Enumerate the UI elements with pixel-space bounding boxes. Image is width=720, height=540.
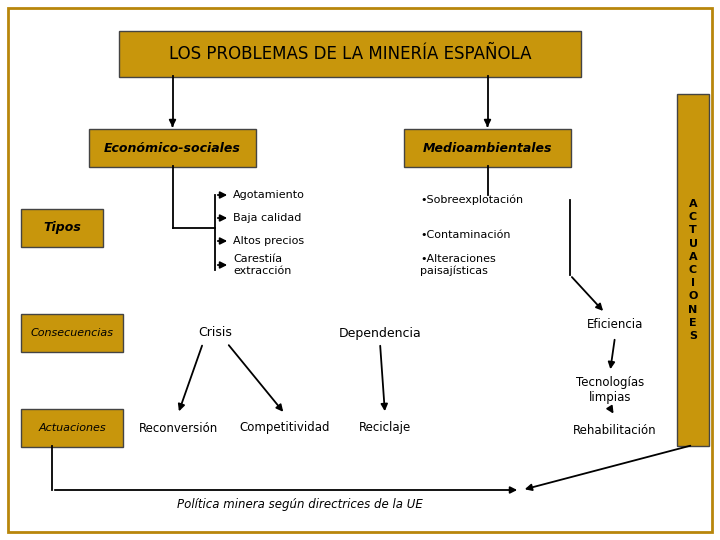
Text: Económico-sociales: Económico-sociales (104, 141, 241, 154)
Text: LOS PROBLEMAS DE LA MINERÍA ESPAÑOLA: LOS PROBLEMAS DE LA MINERÍA ESPAÑOLA (168, 45, 531, 63)
Text: •Contaminación: •Contaminación (420, 230, 510, 240)
Text: Actuaciones: Actuaciones (38, 423, 106, 433)
Text: Baja calidad: Baja calidad (233, 213, 302, 223)
Text: Agotamiento: Agotamiento (233, 190, 305, 200)
Text: Reciclaje: Reciclaje (359, 422, 411, 435)
Text: •Sobreexplotación: •Sobreexplotación (420, 195, 523, 205)
Text: Reconversión: Reconversión (138, 422, 217, 435)
FancyBboxPatch shape (21, 314, 123, 352)
FancyBboxPatch shape (21, 409, 123, 447)
Text: Medioambientales: Medioambientales (423, 141, 552, 154)
Text: Carestiía
extracción: Carestiía extracción (233, 254, 292, 276)
Text: Eficiencia: Eficiencia (587, 319, 643, 332)
FancyBboxPatch shape (89, 129, 256, 167)
Text: Rehabilitación: Rehabilitación (573, 423, 657, 436)
Text: Tipos: Tipos (43, 221, 81, 234)
FancyBboxPatch shape (404, 129, 571, 167)
Text: Crisis: Crisis (198, 327, 232, 340)
Text: Política minera según directrices de la UE: Política minera según directrices de la … (177, 498, 423, 511)
Text: Consecuencias: Consecuencias (30, 328, 114, 338)
Text: Competitividad: Competitividad (240, 422, 330, 435)
FancyBboxPatch shape (677, 94, 709, 446)
Text: Altos precios: Altos precios (233, 236, 304, 246)
FancyBboxPatch shape (21, 209, 103, 247)
Text: A
C
T
U
A
C
I
O
N
E
S: A C T U A C I O N E S (688, 199, 698, 341)
Text: Dependencia: Dependencia (338, 327, 421, 340)
FancyBboxPatch shape (119, 31, 581, 77)
Text: Tecnologías
limpias: Tecnologías limpias (576, 376, 644, 404)
Text: •Alteraciones
paisajísticas: •Alteraciones paisajísticas (420, 254, 496, 276)
